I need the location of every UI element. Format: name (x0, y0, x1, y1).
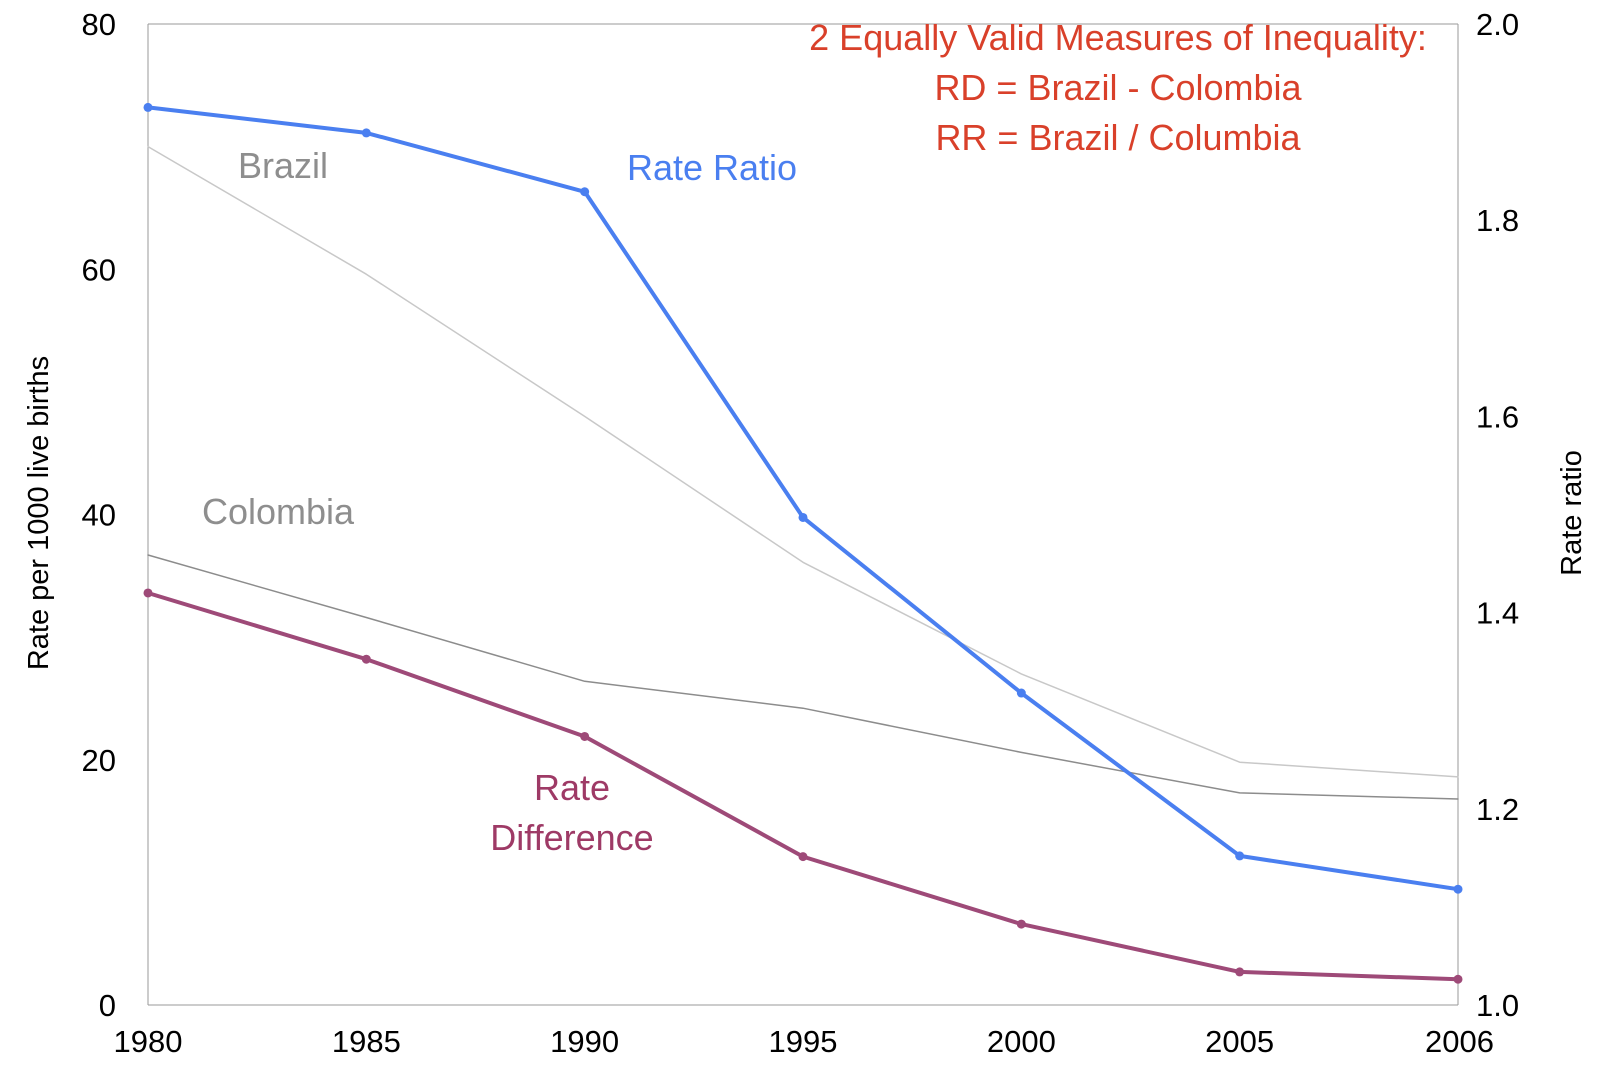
data-point-rate-ratio (798, 512, 808, 522)
labels-layer: Brazil Colombia Rate Ratio Rate Difference (202, 145, 797, 858)
data-point-rate-difference (361, 654, 371, 664)
data-point-rate-ratio (143, 102, 153, 112)
y-right-tick-label: 1.0 (1476, 988, 1519, 1023)
data-point-rate-difference (1016, 919, 1026, 929)
y-left-tick-label: 20 (82, 743, 116, 778)
series-line-colombia (147, 554, 1459, 800)
x-tick-label: 1995 (769, 1024, 838, 1059)
series-label-colombia: Colombia (202, 491, 355, 532)
y-left-tick-label: 80 (82, 7, 116, 42)
series-layer (143, 102, 1463, 984)
data-point-rate-difference (580, 731, 590, 741)
x-tick-label: 1980 (114, 1024, 183, 1059)
y-axis-right-title: Rate ratio (1556, 450, 1588, 576)
data-point-rate-difference (798, 852, 808, 862)
x-tick-label: 1985 (332, 1024, 401, 1059)
annotation-line-2: RD = Brazil - Colombia (934, 67, 1302, 108)
x-tick-label: 2000 (987, 1024, 1056, 1059)
y-right-tick-label: 2.0 (1476, 7, 1519, 42)
data-point-rate-difference (1453, 974, 1463, 984)
y-left-tick-label: 60 (82, 252, 116, 287)
series-line-rate-difference (146, 591, 1460, 982)
annotation-line-3: RR = Brazil / Columbia (935, 117, 1301, 158)
x-tick-label: 2005 (1205, 1024, 1274, 1059)
ticks-layer: 0 20 40 60 80 1.0 1.2 1.4 1.6 1.8 2.0 1980 1985 1990 1… (82, 7, 1520, 1059)
plot-frame (147, 23, 1459, 1006)
y-right-tick-label: 1.8 (1476, 203, 1519, 238)
y-left-tick-label: 0 (99, 988, 116, 1023)
series-label-rate-ratio: Rate Ratio (627, 147, 797, 188)
y-axis-left-title: Rate per 1000 live births (23, 356, 55, 670)
data-point-rate-difference (1235, 967, 1245, 977)
series-label-rate-difference: Rate (534, 767, 610, 808)
data-point-rate-ratio (580, 187, 590, 197)
y-right-tick-label: 1.4 (1476, 596, 1519, 631)
series-label-brazil: Brazil (238, 145, 328, 186)
y-right-tick-label: 1.2 (1476, 792, 1519, 827)
x-tick-label: 1990 (550, 1024, 619, 1059)
series-label-rate-difference: Difference (490, 817, 653, 858)
data-point-rate-ratio (1016, 688, 1026, 698)
y-right-tick-label: 1.6 (1476, 399, 1519, 434)
data-point-rate-ratio (1235, 851, 1245, 861)
x-tick-label: 2006 (1425, 1024, 1494, 1059)
series-line-brazil (147, 145, 1459, 778)
data-point-rate-difference (143, 588, 153, 598)
annotation-line-1: 2 Equally Valid Measures of Inequality: (809, 17, 1427, 58)
data-point-rate-ratio (361, 128, 371, 138)
y-left-tick-label: 40 (82, 498, 116, 533)
data-point-rate-ratio (1453, 884, 1463, 894)
